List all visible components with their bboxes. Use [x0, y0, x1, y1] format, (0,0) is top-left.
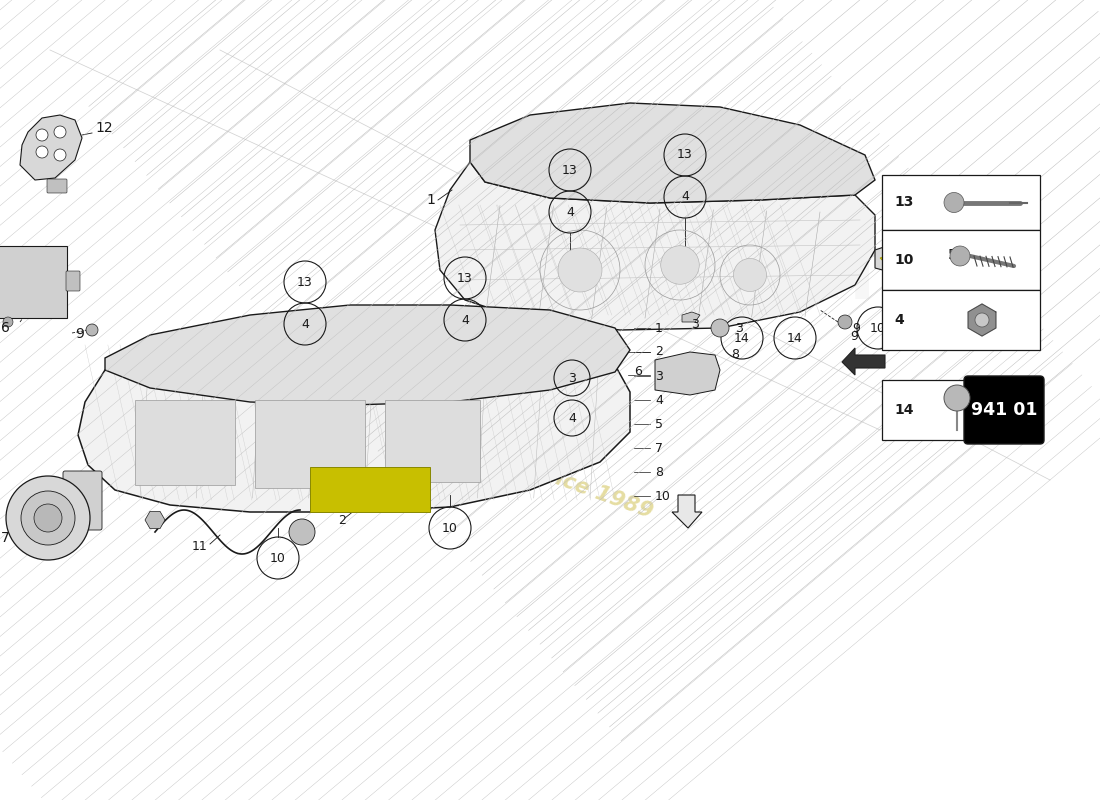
Text: 3: 3	[735, 322, 743, 334]
FancyBboxPatch shape	[882, 380, 965, 440]
Polygon shape	[78, 335, 630, 512]
Text: 10: 10	[870, 322, 886, 334]
Text: 11: 11	[192, 540, 208, 553]
Polygon shape	[682, 312, 700, 322]
Text: 4: 4	[894, 313, 904, 327]
Text: 10: 10	[271, 551, 286, 565]
Text: 3: 3	[691, 318, 698, 331]
FancyBboxPatch shape	[63, 471, 102, 530]
Circle shape	[838, 315, 853, 329]
FancyBboxPatch shape	[964, 376, 1044, 444]
Text: 12: 12	[95, 121, 112, 135]
FancyBboxPatch shape	[47, 179, 67, 193]
FancyBboxPatch shape	[135, 400, 235, 485]
Text: 5: 5	[654, 418, 663, 430]
Text: 14: 14	[894, 403, 913, 417]
Circle shape	[34, 504, 62, 532]
Circle shape	[944, 385, 970, 411]
Text: 6: 6	[634, 365, 642, 378]
Polygon shape	[874, 240, 935, 272]
Text: 9: 9	[75, 327, 84, 341]
Circle shape	[661, 246, 700, 284]
Text: 9: 9	[850, 330, 858, 343]
Text: 7: 7	[1, 531, 10, 545]
Text: 10: 10	[442, 522, 458, 534]
Circle shape	[21, 491, 75, 545]
Circle shape	[944, 193, 964, 213]
Text: AUTOPARTS: AUTOPARTS	[461, 246, 939, 314]
Text: 14: 14	[734, 331, 750, 345]
FancyBboxPatch shape	[66, 271, 80, 291]
Circle shape	[36, 129, 48, 141]
Text: 3: 3	[654, 370, 663, 382]
Polygon shape	[842, 348, 886, 375]
Circle shape	[711, 319, 729, 337]
Text: 10: 10	[894, 253, 913, 267]
Text: 4: 4	[461, 314, 469, 326]
FancyBboxPatch shape	[310, 467, 430, 512]
Text: 13: 13	[678, 149, 693, 162]
FancyBboxPatch shape	[385, 400, 480, 482]
Text: 4: 4	[568, 411, 576, 425]
Text: 14: 14	[788, 331, 803, 345]
Circle shape	[734, 258, 767, 291]
Text: 6: 6	[1, 321, 10, 335]
FancyBboxPatch shape	[255, 400, 365, 488]
FancyBboxPatch shape	[882, 175, 1040, 230]
Polygon shape	[880, 252, 918, 267]
Text: 13: 13	[458, 271, 473, 285]
Polygon shape	[470, 103, 874, 203]
Polygon shape	[968, 304, 996, 336]
FancyBboxPatch shape	[882, 290, 1040, 350]
Text: 4: 4	[681, 190, 689, 203]
Circle shape	[54, 149, 66, 161]
Polygon shape	[434, 162, 874, 330]
Text: 2: 2	[338, 514, 345, 527]
Polygon shape	[654, 352, 720, 395]
Circle shape	[950, 246, 970, 266]
Polygon shape	[672, 495, 702, 528]
Text: 2: 2	[654, 346, 663, 358]
Text: 7: 7	[654, 442, 663, 454]
Text: 13: 13	[894, 195, 913, 210]
Circle shape	[54, 126, 66, 138]
Text: 9: 9	[852, 322, 860, 334]
Text: 4: 4	[566, 206, 574, 218]
Text: 10: 10	[654, 490, 671, 502]
FancyBboxPatch shape	[0, 246, 67, 318]
Text: 13: 13	[562, 163, 578, 177]
Circle shape	[3, 317, 13, 327]
Polygon shape	[104, 305, 630, 405]
Circle shape	[558, 248, 602, 292]
Text: a passion for parts since 1989: a passion for parts since 1989	[305, 378, 656, 522]
Text: 13: 13	[297, 275, 312, 289]
Circle shape	[86, 324, 98, 336]
Text: 4: 4	[301, 318, 309, 330]
Circle shape	[36, 146, 48, 158]
Circle shape	[6, 476, 90, 560]
FancyBboxPatch shape	[882, 230, 1040, 290]
Polygon shape	[20, 115, 82, 180]
Text: 4: 4	[654, 394, 663, 406]
Text: 8: 8	[732, 348, 739, 361]
Polygon shape	[145, 511, 165, 529]
Circle shape	[289, 519, 315, 545]
Circle shape	[975, 313, 989, 327]
Text: 5: 5	[948, 248, 957, 262]
Text: 3: 3	[568, 371, 576, 385]
Text: 8: 8	[654, 466, 663, 478]
Text: 1: 1	[654, 322, 663, 334]
Text: 941 01: 941 01	[970, 401, 1037, 419]
Text: 1: 1	[426, 193, 434, 207]
